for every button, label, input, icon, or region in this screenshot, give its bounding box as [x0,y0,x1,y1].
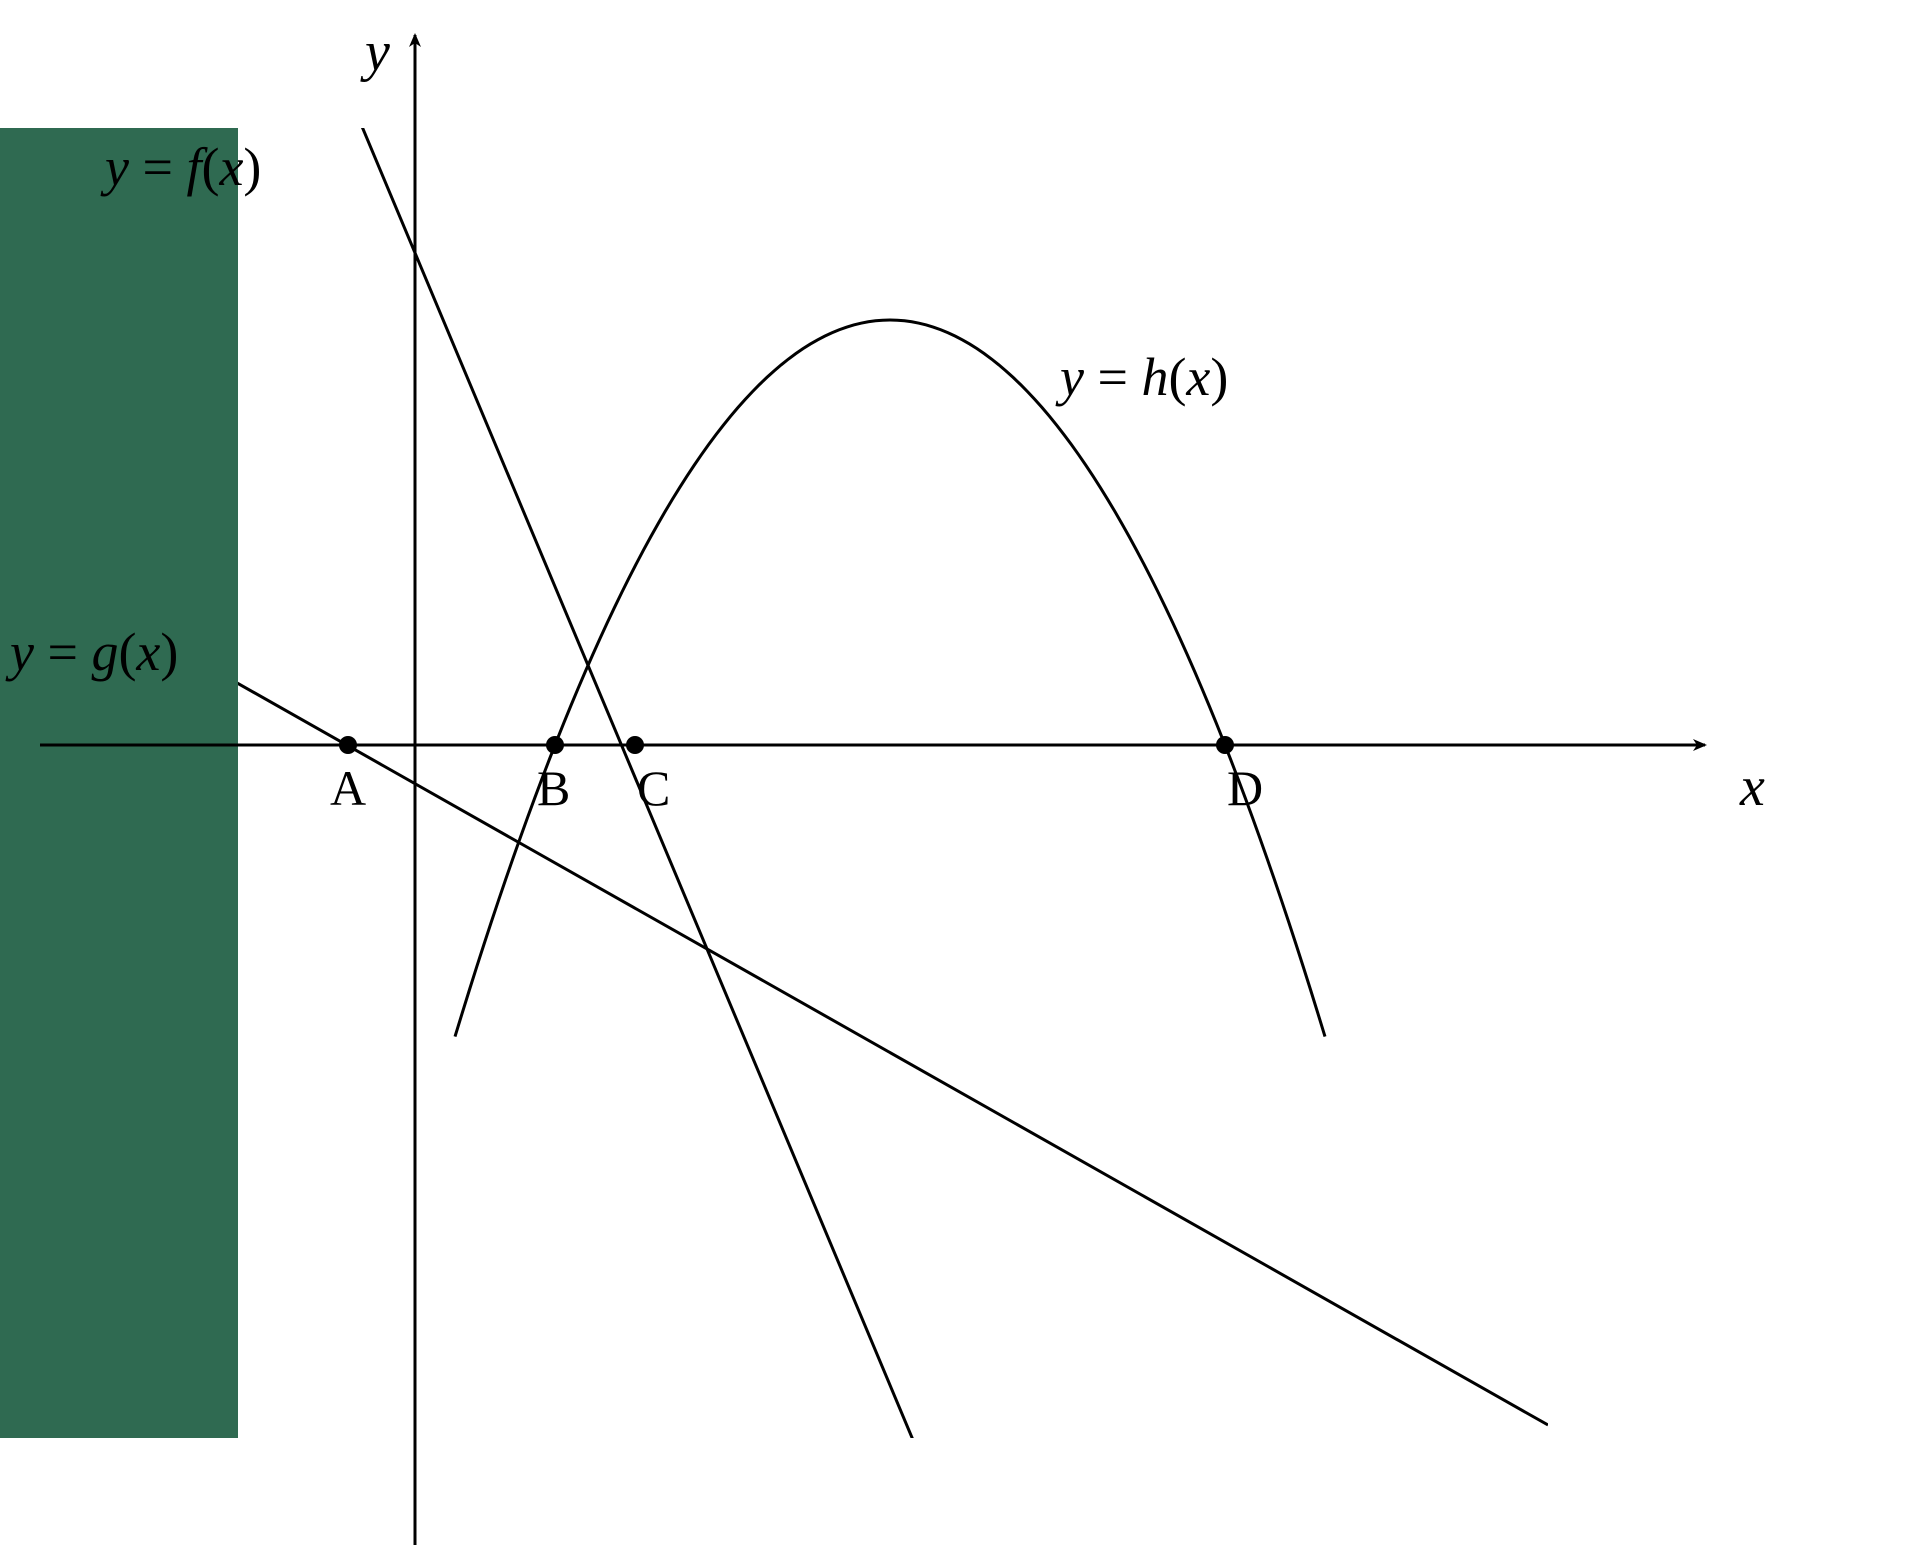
figure-container: A B C Dy = f(x) y = g(x) y = h(x) x y [0,0,1920,1546]
point-label-A: A [330,760,366,816]
y-axis-label: y [360,21,390,83]
label-h: y = h(x) [1055,347,1228,407]
plot-rect [238,128,1548,1438]
point-label-B: B [537,760,570,816]
point-A [339,736,357,754]
point-label-C: C [637,760,670,816]
left-band [0,128,238,1438]
point-D [1216,736,1234,754]
point-C [626,736,644,754]
label-f: y = f(x) [100,137,261,197]
point-label-D: D [1227,760,1263,816]
plot-svg: A B C Dy = f(x) y = g(x) y = h(x) x y [0,0,1920,1546]
label-g: y = g(x) [5,622,178,682]
x-axis-label: x [1739,756,1765,818]
point-B [546,736,564,754]
